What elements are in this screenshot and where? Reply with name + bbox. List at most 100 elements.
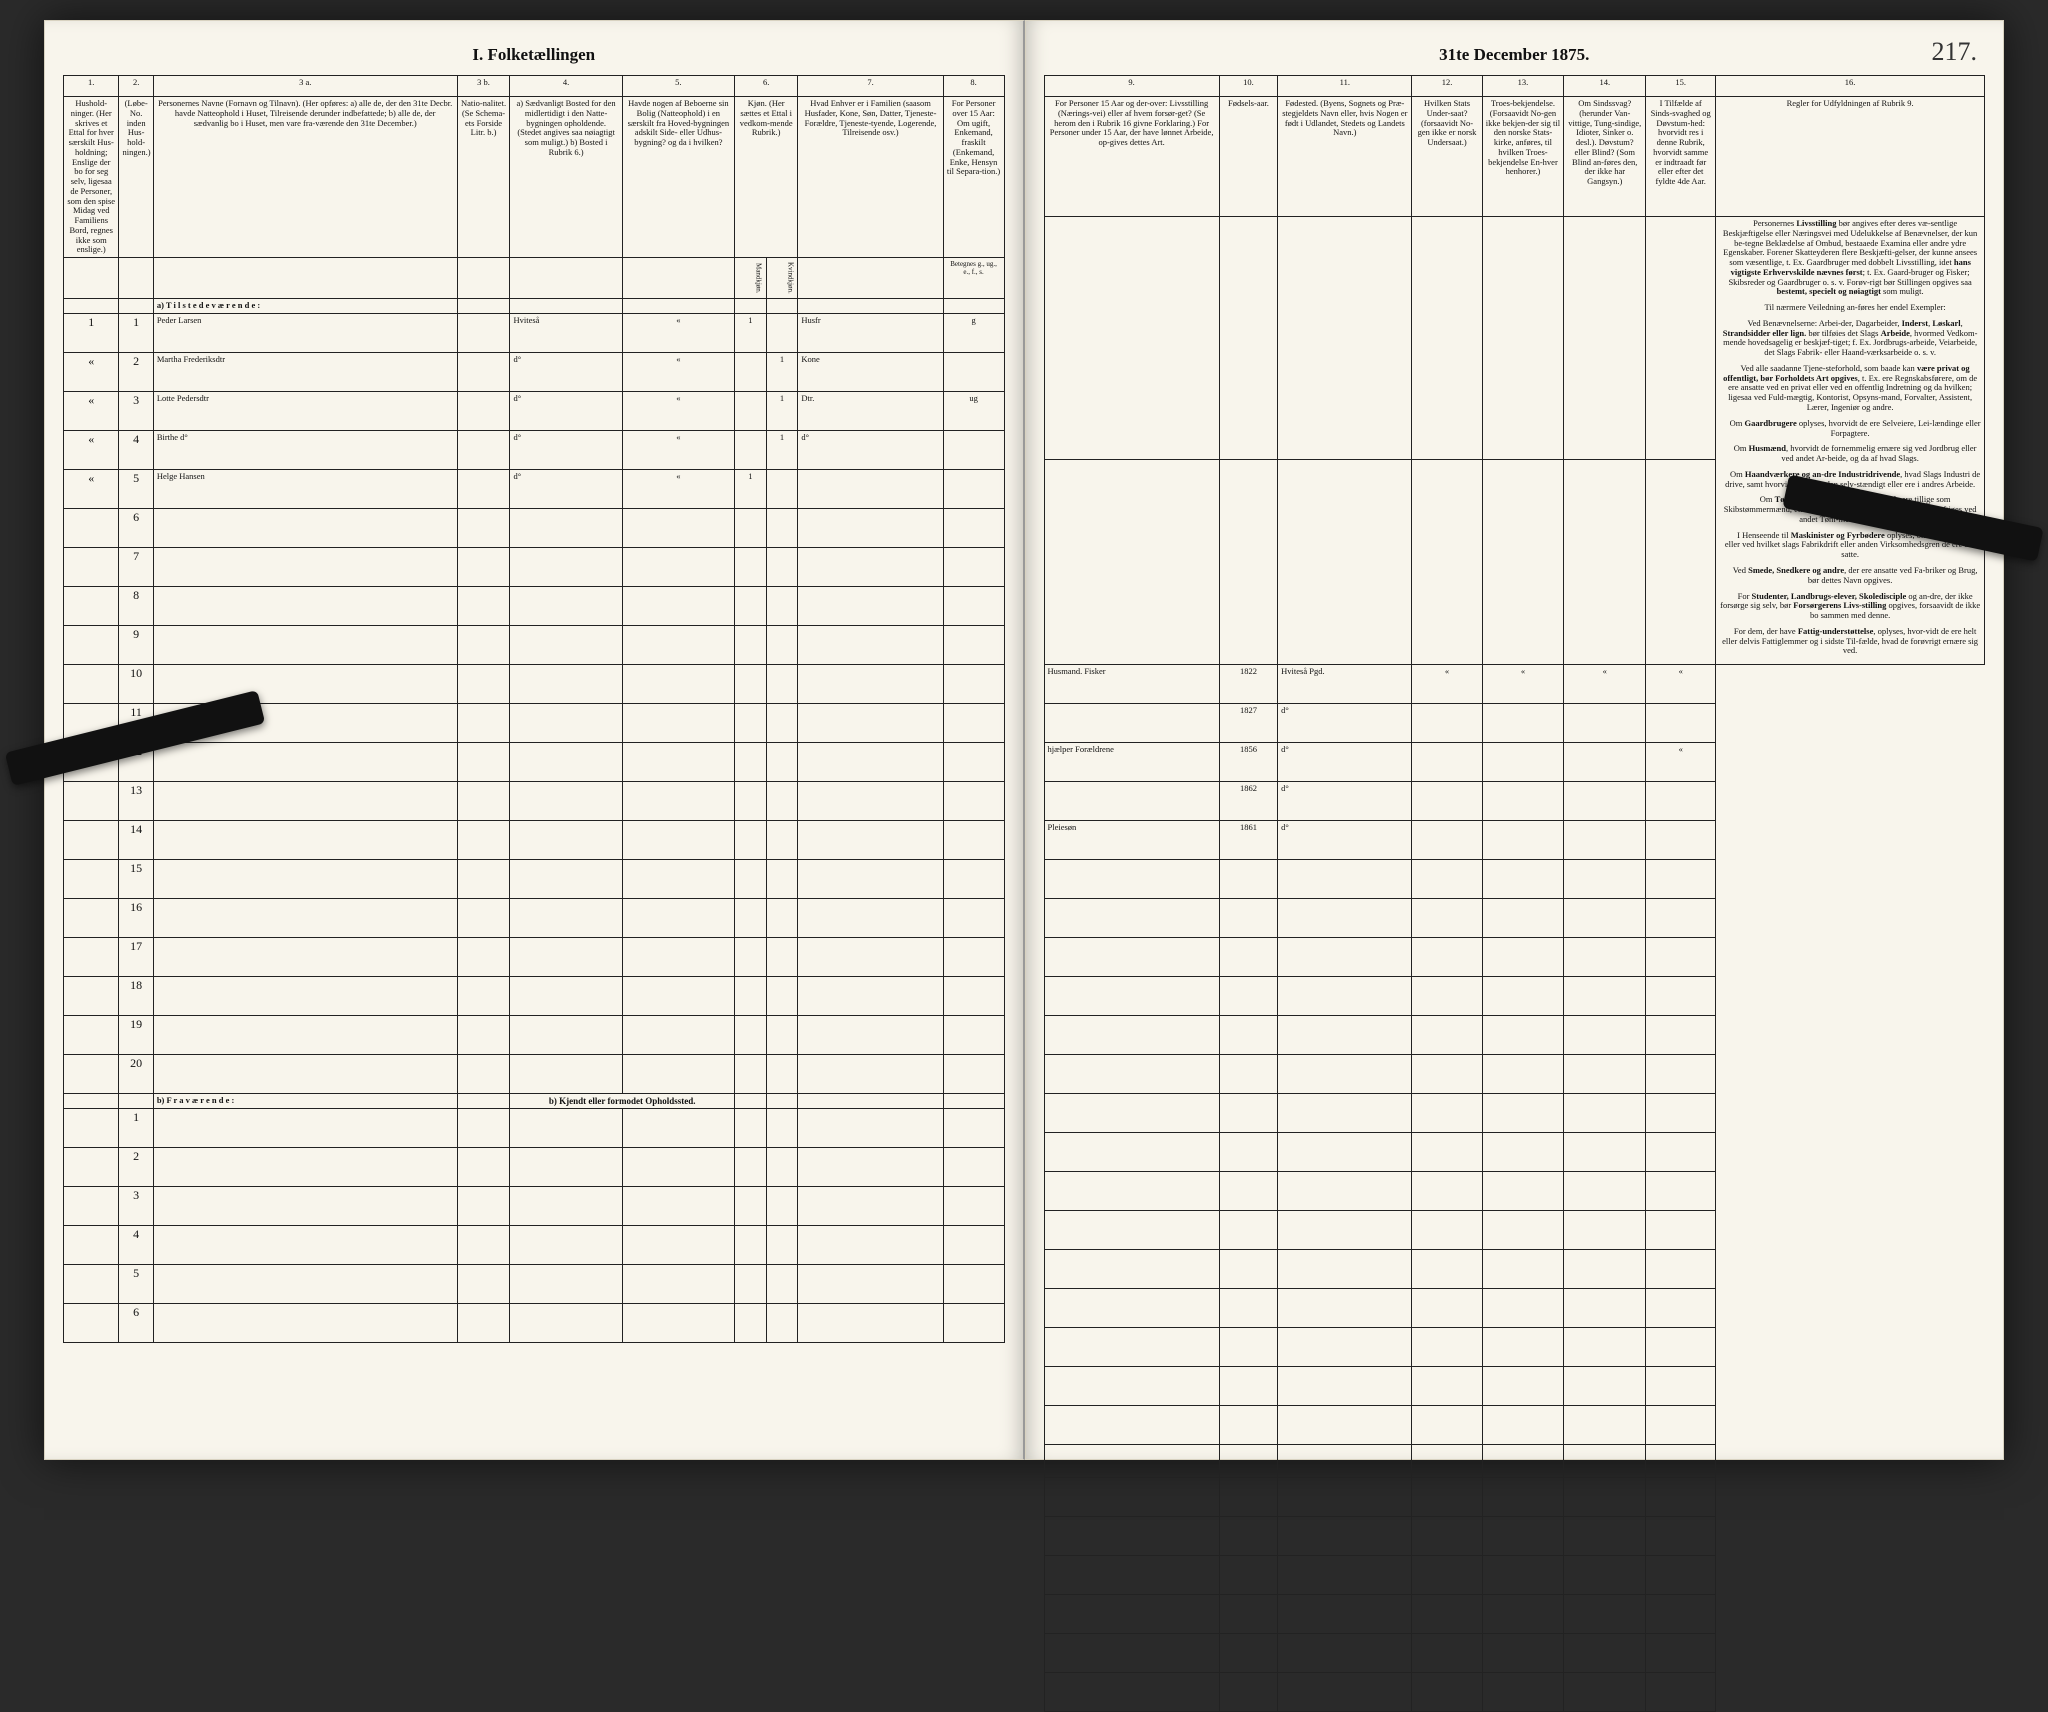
handwritten-page-number: 217. — [1932, 37, 1978, 67]
person-num: 2 — [119, 353, 153, 392]
civil-status — [943, 353, 1004, 392]
nationality — [457, 431, 510, 470]
occupation — [1044, 782, 1219, 821]
section-b-label: b) F r a v æ r e n d e : b) Kjendt eller… — [64, 1094, 1005, 1109]
empty-row: 10 — [64, 665, 1005, 704]
line-number: 14 — [119, 821, 153, 860]
empty-row: 19 — [64, 1016, 1005, 1055]
empty-row: 16 — [64, 899, 1005, 938]
outbuilding: « — [622, 392, 734, 431]
civil-status — [943, 470, 1004, 509]
empty-row — [1044, 1250, 1985, 1289]
birth-year: 1827 — [1219, 704, 1277, 743]
disability — [1564, 782, 1646, 821]
empty-row: 6 — [64, 1304, 1005, 1343]
family-position: Husfr — [798, 314, 943, 353]
citizenship: « — [1412, 665, 1482, 704]
line-number: 6 — [119, 509, 153, 548]
sex-female — [766, 314, 798, 353]
entry-row: hjælper Forældrene1856d°« — [1044, 743, 1985, 782]
person-num: 3 — [119, 392, 153, 431]
empty-row: 1 — [64, 1109, 1005, 1148]
col-number-row: 1. 2. 3 a. 3 b. 4. 5. 6. 7. 8. — [64, 76, 1005, 97]
empty-row — [1044, 977, 1985, 1016]
left-page: I. Folketællingen 1. 2. 3 a. 3 b. 4. 5. … — [44, 20, 1025, 1460]
entry-row: 11Peder LarsenHviteså«1Husfrg — [64, 314, 1005, 353]
empty-row: 6 — [64, 509, 1005, 548]
citizenship — [1412, 704, 1482, 743]
page-title-right: 31te December 1875. — [1044, 45, 1986, 65]
empty-row: 12 — [64, 743, 1005, 782]
empty-row — [1044, 1673, 1985, 1712]
rules-column: Personernes Livsstilling bør angives eft… — [1716, 217, 1985, 665]
birth-year: 1861 — [1219, 821, 1277, 860]
person-num: 5 — [119, 470, 153, 509]
empty-row — [1044, 1556, 1985, 1595]
nationality — [457, 392, 510, 431]
empty-row — [1044, 1211, 1985, 1250]
disability — [1564, 743, 1646, 782]
sex-male — [734, 353, 766, 392]
person-name: Helge Hansen — [153, 470, 457, 509]
empty-row: 8 — [64, 587, 1005, 626]
birth-place: d° — [1278, 821, 1412, 860]
person-name: Lotte Pedersdtr — [153, 392, 457, 431]
disability-onset: « — [1646, 743, 1716, 782]
right-page: 31te December 1875. 217. 9. 10. 11. 12. … — [1025, 20, 2005, 1460]
sex-female: 1 — [766, 431, 798, 470]
empty-row — [1044, 1016, 1985, 1055]
empty-row: 20 — [64, 1055, 1005, 1094]
civil-status: ug — [943, 392, 1004, 431]
line-number: 5 — [119, 1265, 153, 1304]
occupation — [1044, 704, 1219, 743]
empty-row — [1044, 1517, 1985, 1556]
disability-onset: « — [1646, 665, 1716, 704]
birth-year: 1856 — [1219, 743, 1277, 782]
col-header-row: Hushold- ninger. (Her skrives et Ettal f… — [64, 97, 1005, 258]
person-num: 1 — [119, 314, 153, 353]
empty-row — [1044, 1634, 1985, 1673]
line-number: 16 — [119, 899, 153, 938]
empty-row: 15 — [64, 860, 1005, 899]
household-num: 1 — [64, 314, 119, 353]
empty-row — [1044, 1172, 1985, 1211]
col-header-row: For Personer 15 Aar og der-over: Livssti… — [1044, 97, 1985, 217]
creed — [1482, 782, 1564, 821]
birth-place: d° — [1278, 704, 1412, 743]
family-position: Kone — [798, 353, 943, 392]
empty-row: 3 — [64, 1187, 1005, 1226]
empty-row — [1044, 938, 1985, 977]
disability: « — [1564, 665, 1646, 704]
empty-row: 7 — [64, 548, 1005, 587]
empty-row: 14 — [64, 821, 1005, 860]
entry-row: «3Lotte Pedersdtrd°«1Dtr.ug — [64, 392, 1005, 431]
birth-place: d° — [1278, 782, 1412, 821]
residence: d° — [510, 470, 622, 509]
empty-row: 9 — [64, 626, 1005, 665]
person-name: Birthe d° — [153, 431, 457, 470]
sub-header-row: Personernes Livsstilling bør angives eft… — [1044, 217, 1985, 460]
entry-row: «2Martha Frederiksdtrd°«1Kone — [64, 353, 1005, 392]
page-title-left: I. Folketællingen — [63, 45, 1005, 65]
citizenship — [1412, 782, 1482, 821]
disability-onset — [1646, 704, 1716, 743]
sex-female: 1 — [766, 392, 798, 431]
outbuilding: « — [622, 314, 734, 353]
entry-row: Pleiesøn1861d° — [1044, 821, 1985, 860]
outbuilding: « — [622, 431, 734, 470]
empty-row: 18 — [64, 977, 1005, 1016]
occupation: Pleiesøn — [1044, 821, 1219, 860]
disability-onset — [1646, 821, 1716, 860]
sex-male: 1 — [734, 470, 766, 509]
empty-row: 5 — [64, 1265, 1005, 1304]
sex-female: 1 — [766, 353, 798, 392]
line-number: 17 — [119, 938, 153, 977]
empty-row: 17 — [64, 938, 1005, 977]
line-number: 18 — [119, 977, 153, 1016]
empty-row — [1044, 1094, 1985, 1133]
family-position: d° — [798, 431, 943, 470]
nationality — [457, 470, 510, 509]
section-b-spacer — [1044, 1445, 1985, 1478]
line-number: 6 — [119, 1304, 153, 1343]
residence: d° — [510, 353, 622, 392]
